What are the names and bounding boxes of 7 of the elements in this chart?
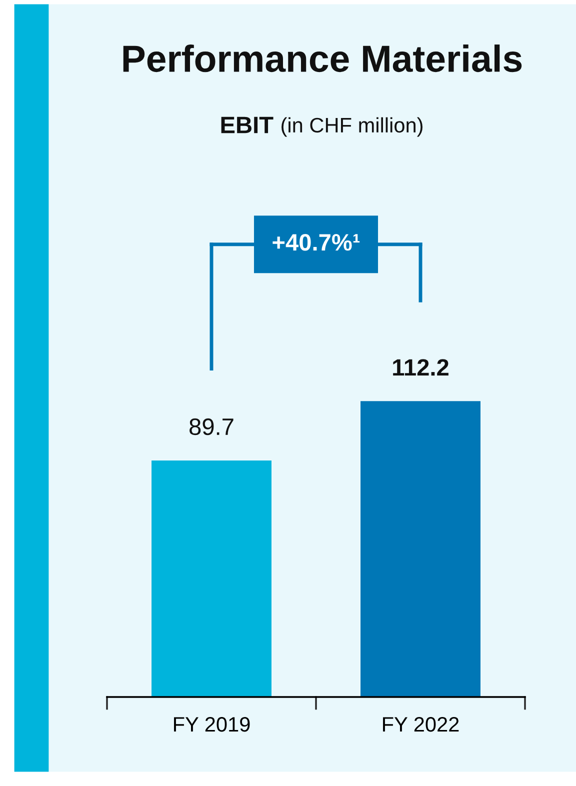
data-label: 89.7 — [190, 418, 234, 436]
x-tick-label: FY 2019 — [174, 716, 250, 732]
x-tick-label: FY 2022 — [383, 716, 459, 732]
text: +40.7%¹ — [272, 234, 360, 251]
chart-subtitle: EBIT (in CHF million) — [221, 116, 422, 137]
chart-title: Performance Materials — [123, 44, 522, 72]
data-label: 112.2 — [393, 359, 448, 376]
